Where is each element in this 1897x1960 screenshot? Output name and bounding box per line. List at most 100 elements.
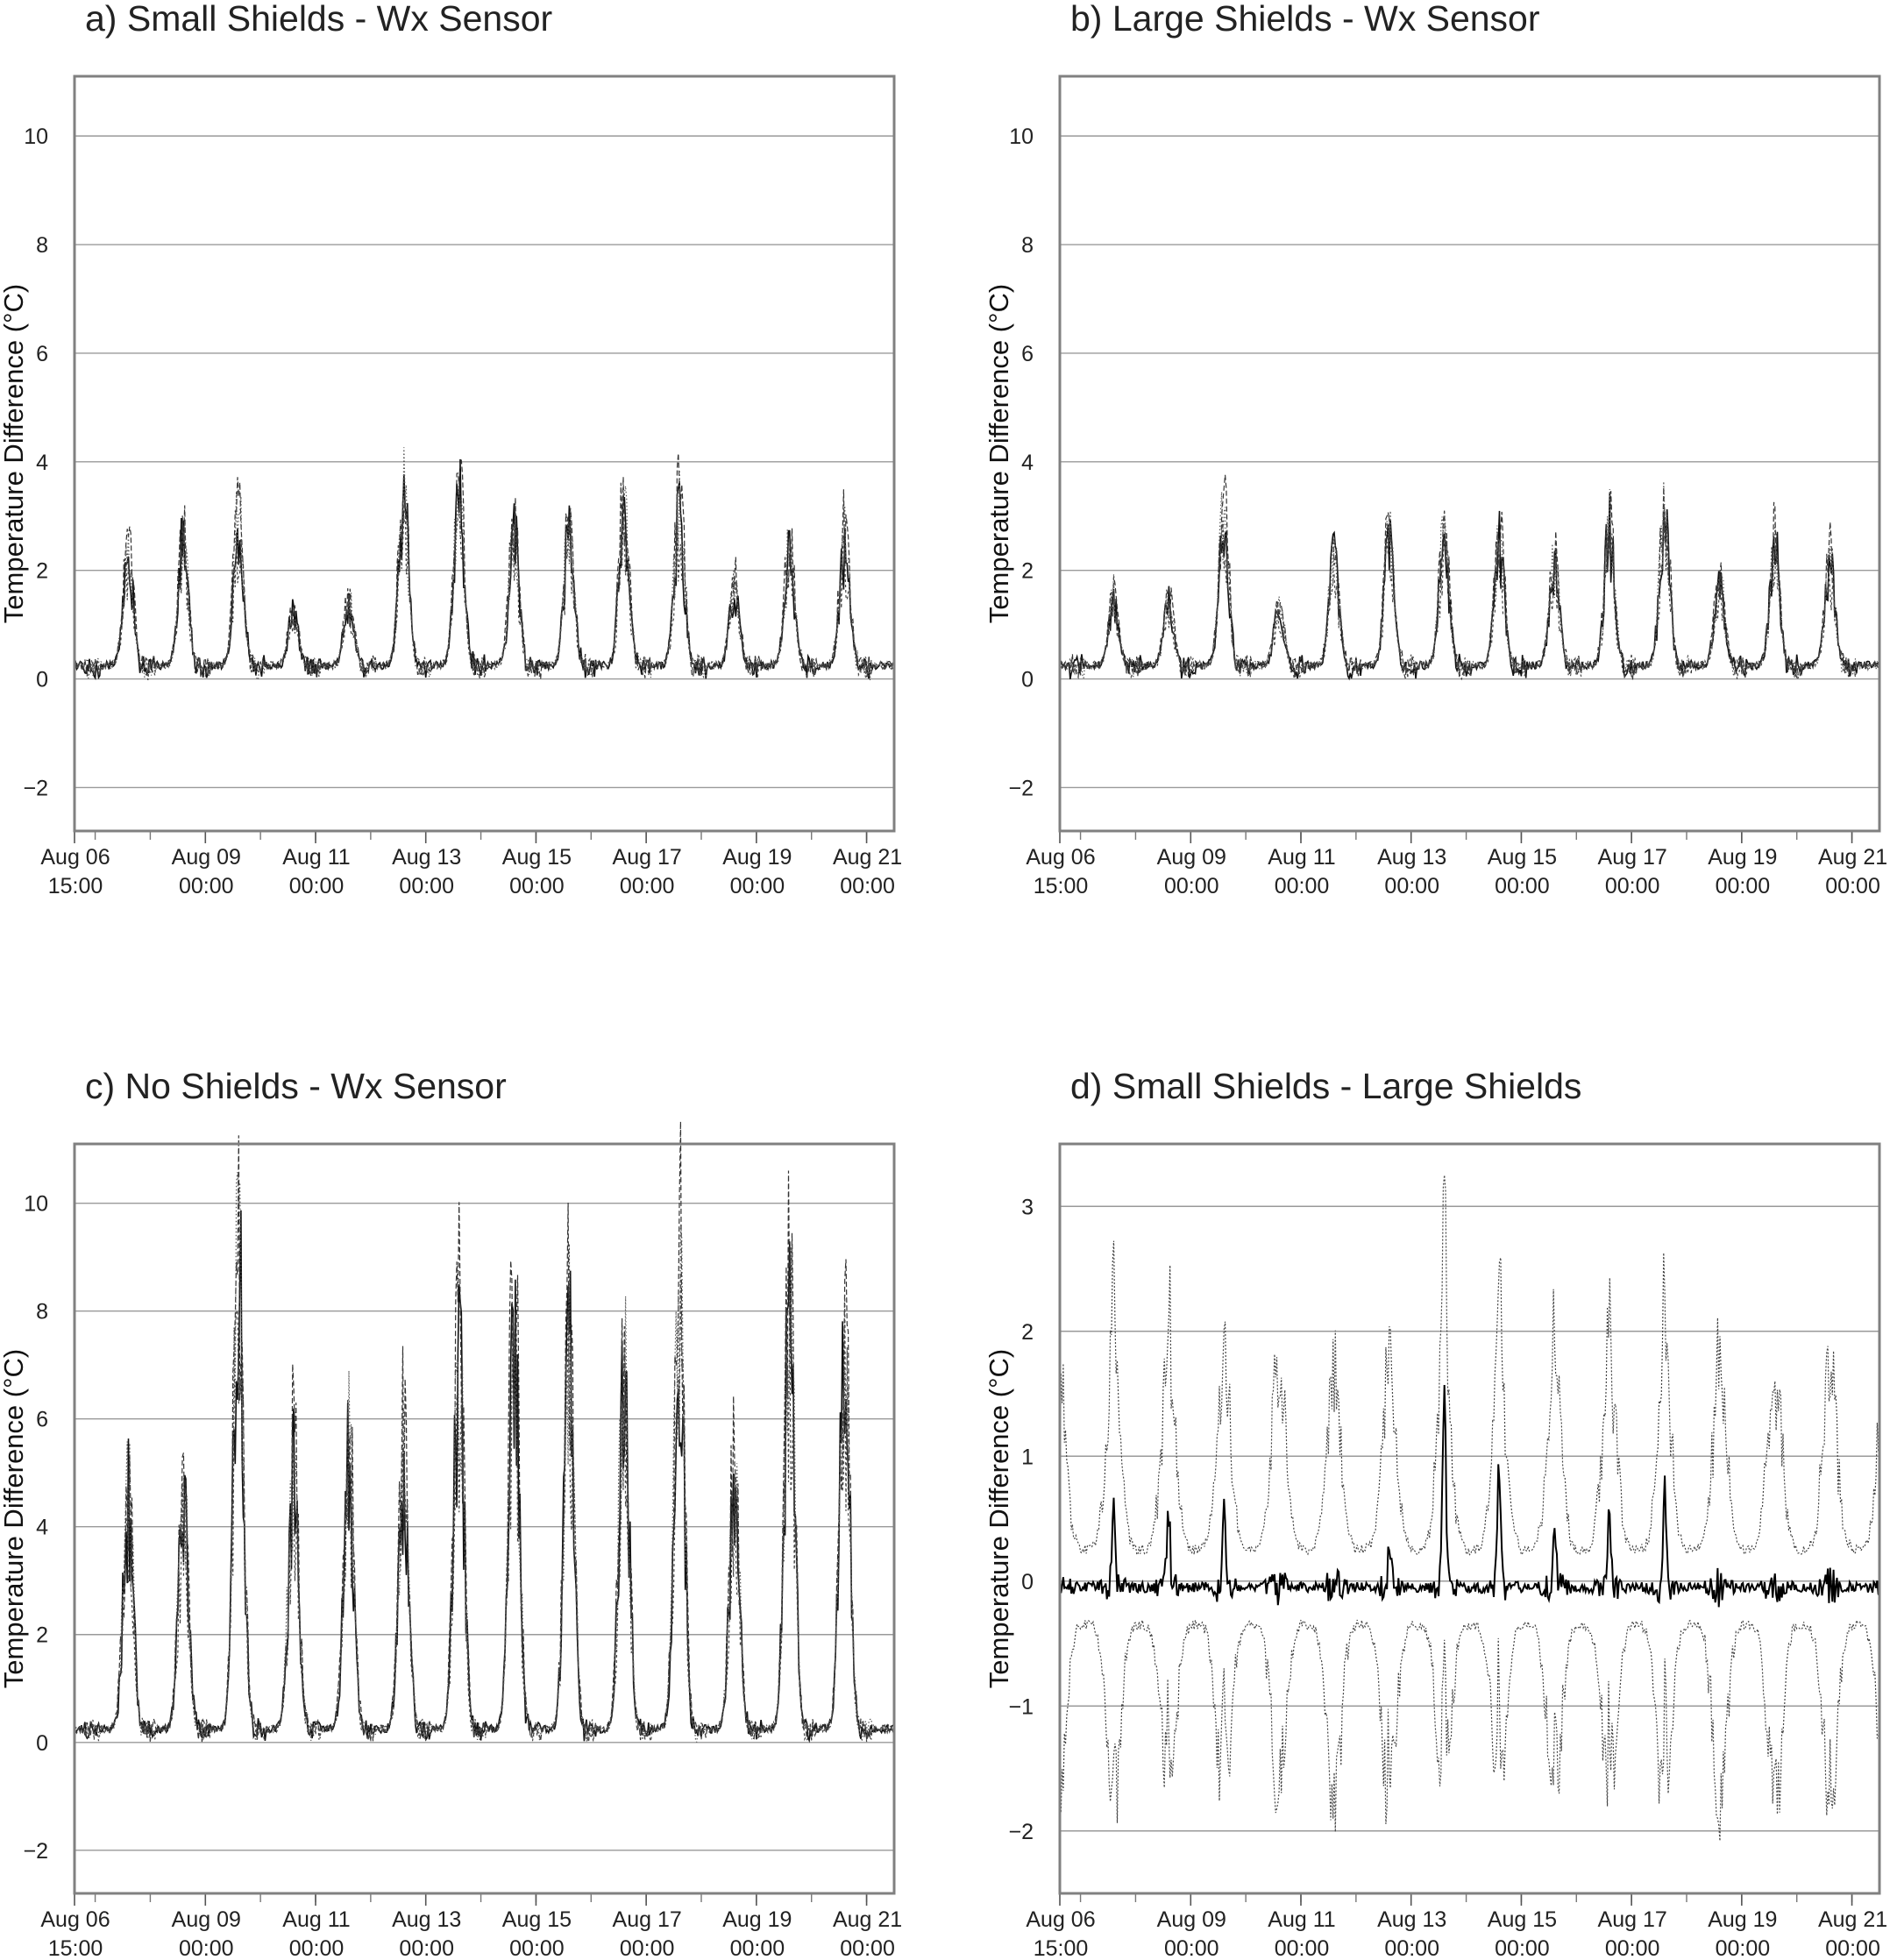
x-tick-label: 00:00 [1275, 1936, 1330, 1960]
series-line [74, 447, 895, 681]
x-tick-label: Aug 15 [1488, 845, 1557, 870]
x-tick-label: Aug 19 [1708, 845, 1777, 870]
y-tick-label: 1 [1021, 1445, 1034, 1469]
x-tick-label: 00:00 [1164, 874, 1219, 898]
y-tick-label: 2 [36, 559, 48, 584]
x-tick-label: Aug 15 [502, 845, 572, 870]
x-tick-label: Aug 17 [613, 845, 682, 870]
x-tick-label: 00:00 [509, 874, 565, 898]
series-line [1059, 1618, 1880, 1842]
x-tick-label: 15:00 [1034, 1936, 1089, 1960]
x-tick-label: Aug 17 [1598, 845, 1667, 870]
y-tick-label: 4 [36, 1516, 48, 1540]
chart-title: d) Small Shields - Large Shields [1070, 1066, 1582, 1106]
x-tick-label: 00:00 [1716, 874, 1771, 898]
x-tick-label: Aug 11 [1268, 845, 1335, 870]
x-tick-label: 00:00 [620, 1936, 675, 1960]
x-tick-label: Aug 13 [392, 845, 461, 870]
y-tick-label: 10 [1009, 124, 1034, 149]
x-tick-label: 00:00 [840, 1936, 895, 1960]
x-tick-label: 00:00 [1495, 1936, 1550, 1960]
x-tick-label: Aug 06 [40, 845, 110, 870]
x-tick-label: Aug 21 [1818, 845, 1887, 870]
y-tick-label: −1 [1008, 1694, 1034, 1719]
plot-frame [73, 1142, 896, 1895]
series-line [1059, 1175, 1880, 1556]
plot-c: −2 0 2 4 6 8 10 Temperature Difference (°C) Aug … [0, 1121, 902, 1960]
y-tick-label: 6 [36, 342, 48, 366]
x-tick-label: 15:00 [48, 874, 103, 898]
series-line [1059, 474, 1880, 680]
x-tick-label: 00:00 [1605, 874, 1660, 898]
x-tick-label: Aug 19 [1708, 1907, 1777, 1932]
series-line [1059, 481, 1880, 679]
x-tick-label: 00:00 [1825, 1936, 1880, 1960]
x-tick-label: 00:00 [1384, 1936, 1439, 1960]
x-tick-label: Aug 06 [40, 1907, 110, 1932]
x-tick-label: Aug 09 [1157, 1907, 1226, 1932]
y-axis-label: Temperature Difference (°C) [0, 284, 29, 623]
x-tick-label: Aug 17 [613, 1907, 682, 1932]
x-tick-label: Aug 09 [172, 1907, 241, 1932]
x-tick-label: Aug 21 [833, 1907, 902, 1932]
y-tick-label: 6 [1021, 342, 1034, 366]
x-tick-label: 00:00 [730, 1936, 785, 1960]
series-line [74, 1273, 895, 1743]
plot-d: −2 −1 0 1 2 3 Temperature Difference (°C) Aug 0… [984, 1142, 1887, 1960]
plot-frame [73, 75, 896, 833]
y-tick-label: 8 [36, 1300, 48, 1324]
y-tick-label: 0 [36, 668, 48, 692]
x-tick-label: Aug 09 [172, 845, 241, 870]
y-axis-label: Temperature Difference (°C) [984, 284, 1014, 623]
series-line [74, 458, 895, 680]
x-tick-label: 00:00 [399, 1936, 454, 1960]
x-tick-label: 00:00 [179, 874, 234, 898]
series-line [1059, 493, 1880, 681]
x-tick-label: Aug 11 [282, 1907, 350, 1932]
x-tick-label: Aug 17 [1598, 1907, 1667, 1932]
x-tick-label: 15:00 [1034, 874, 1089, 898]
x-tick-label: Aug 13 [1377, 845, 1446, 870]
y-axis-label: Temperature Difference (°C) [984, 1349, 1014, 1688]
x-tick-label: 00:00 [1495, 874, 1550, 898]
x-tick-label: 00:00 [1164, 1936, 1219, 1960]
x-tick-label: Aug 11 [1268, 1907, 1335, 1932]
y-tick-label: −2 [1008, 776, 1034, 800]
y-tick-label: 8 [1021, 233, 1034, 258]
y-tick-label: 0 [36, 1731, 48, 1756]
series-line [74, 491, 895, 680]
y-tick-label: 2 [1021, 1320, 1034, 1345]
series-line [1059, 1384, 1880, 1608]
plot-frame [1058, 75, 1881, 833]
x-tick-label: Aug 13 [1377, 1907, 1446, 1932]
y-axis-label: Temperature Difference (°C) [0, 1349, 29, 1688]
x-tick-label: Aug 11 [282, 845, 350, 870]
x-tick-label: Aug 09 [1157, 845, 1226, 870]
x-tick-label: 00:00 [1275, 874, 1330, 898]
x-tick-label: Aug 21 [833, 845, 902, 870]
plot-b: −2 0 2 4 6 8 10 Temperature Difference (°C) Aug … [984, 75, 1887, 898]
y-tick-label: −2 [1008, 1820, 1034, 1844]
x-tick-label: Aug 15 [1488, 1907, 1557, 1932]
x-tick-label: 00:00 [509, 1936, 565, 1960]
y-tick-label: −2 [23, 776, 48, 800]
y-tick-label: 10 [24, 1192, 48, 1217]
x-tick-label: 00:00 [840, 874, 895, 898]
plot-frame [1058, 1142, 1881, 1895]
y-tick-label: 8 [36, 233, 48, 258]
series-line [74, 1121, 895, 1743]
x-tick-label: Aug 19 [722, 1907, 792, 1932]
plot-a: −2 0 2 4 6 8 10 Temperature Difference (°C) Aug … [0, 75, 902, 898]
y-tick-label: 0 [1021, 1570, 1034, 1594]
x-tick-label: 00:00 [399, 874, 454, 898]
chart-title: a) Small Shields - Wx Sensor [85, 0, 553, 39]
y-tick-label: 0 [1021, 668, 1034, 692]
x-tick-label: 00:00 [289, 1936, 345, 1960]
y-tick-label: 10 [24, 124, 48, 149]
x-tick-label: 15:00 [48, 1936, 103, 1960]
y-tick-label: 2 [1021, 559, 1034, 584]
x-tick-label: 00:00 [1825, 874, 1880, 898]
y-tick-label: 3 [1021, 1195, 1034, 1219]
series-line [74, 453, 895, 679]
x-tick-label: Aug 13 [392, 1907, 461, 1932]
